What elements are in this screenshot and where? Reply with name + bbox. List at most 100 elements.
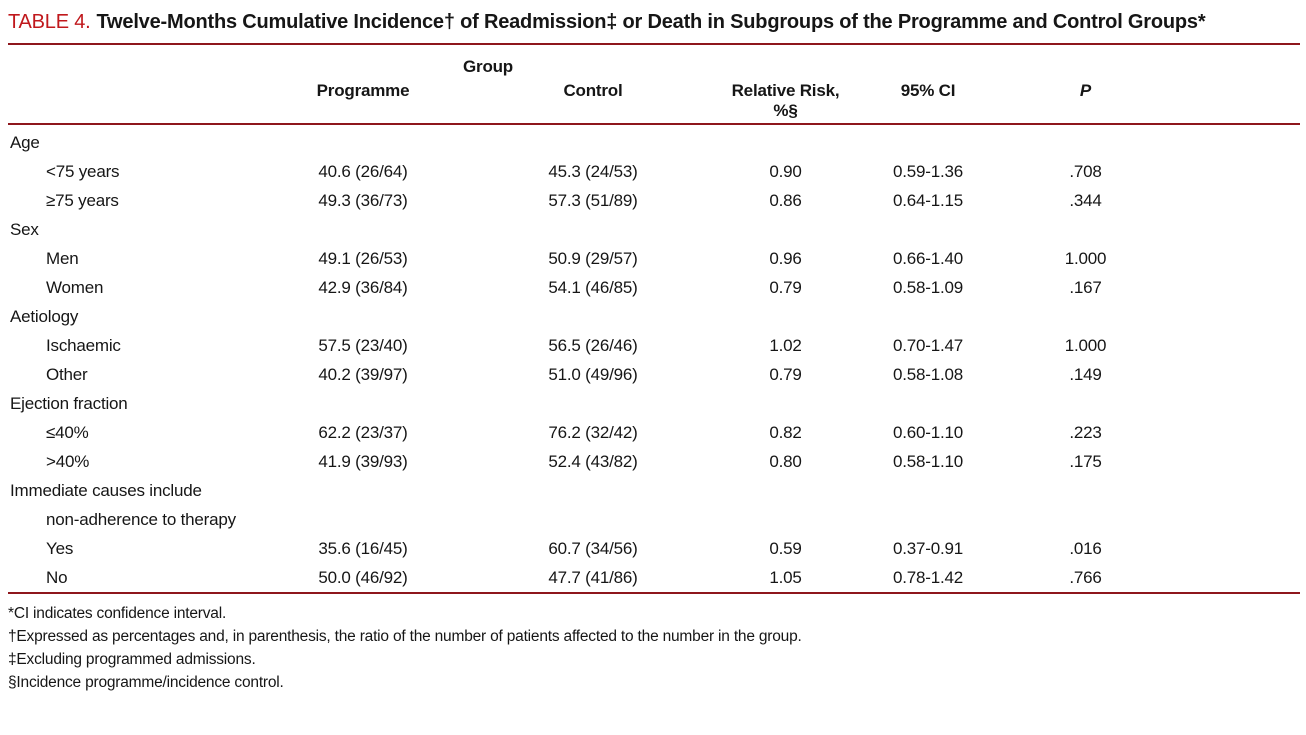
header-row-columns: Programme Control Relative Risk, %§ 95% … <box>8 77 1300 124</box>
cell-ci <box>853 215 1003 244</box>
row-spacer <box>1168 389 1300 418</box>
row-label: Other <box>46 365 88 384</box>
cell-p-value <box>1003 505 1168 534</box>
header-row-group: Group <box>8 44 1300 77</box>
header-spacer <box>8 77 258 124</box>
row-spacer <box>1168 563 1300 593</box>
row-label: ≥75 years <box>46 191 119 210</box>
cell-control <box>468 505 718 534</box>
cell-relative-risk <box>718 215 853 244</box>
cell-control: 52.4 (43/82) <box>548 452 638 471</box>
cell-control <box>468 302 718 331</box>
cell-ci <box>853 302 1003 331</box>
cell-ci: 0.78-1.42 <box>892 568 964 587</box>
row-spacer <box>1168 157 1300 186</box>
cell-control: 50.9 (29/57) <box>548 249 638 268</box>
cell-p-value <box>1003 389 1168 418</box>
table-row: >40% 41.9 (39/93) 52.4 (43/82) 0.80 0.58-1.1… <box>8 447 1300 476</box>
table-row: Aetiology <box>8 302 1300 331</box>
row-spacer <box>1168 215 1300 244</box>
cell-relative-risk <box>718 302 853 331</box>
header-spacer <box>718 44 853 77</box>
cell-programme <box>258 505 468 534</box>
cell-ci: 0.58-1.10 <box>892 452 964 471</box>
table-row: Yes 35.6 (16/45) 60.7 (34/56) 0.59 0.37-0.91… <box>8 534 1300 563</box>
row-label: Ischaemic <box>46 336 121 355</box>
row-spacer <box>1168 124 1300 157</box>
cell-ci <box>853 389 1003 418</box>
footnote: *CI indicates confidence interval. <box>8 605 227 622</box>
row-spacer <box>1168 331 1300 360</box>
cell-programme <box>258 124 468 157</box>
cell-control <box>468 389 718 418</box>
table-row: Ejection fraction <box>8 389 1300 418</box>
cell-p-value <box>1003 476 1168 505</box>
header-spacer <box>1168 77 1300 124</box>
table-row: Ischaemic 57.5 (23/40) 56.5 (26/46) 1.02 0.7… <box>8 331 1300 360</box>
row-spacer <box>1168 244 1300 273</box>
cell-control <box>468 124 718 157</box>
page-title: TABLE 4. Twelve-Months Cumulative Inciden… <box>8 8 1298 36</box>
cell-relative-risk: 0.82 <box>769 423 802 442</box>
cell-programme <box>258 389 468 418</box>
cell-programme: 49.3 (36/73) <box>318 191 408 210</box>
cell-ci: 0.64-1.15 <box>892 191 964 210</box>
cell-ci: 0.37-0.91 <box>892 539 964 558</box>
cell-relative-risk: 0.86 <box>769 191 802 210</box>
cell-relative-risk <box>718 124 853 157</box>
row-spacer <box>1168 418 1300 447</box>
row-label: Men <box>46 249 79 268</box>
cell-control: 45.3 (24/53) <box>548 162 638 181</box>
cell-control: 54.1 (46/85) <box>548 278 638 297</box>
row-spacer <box>1168 302 1300 331</box>
table-body: Age <75 years 40.6 (26/64) 45.3 (24/53) 0.90… <box>8 124 1300 593</box>
cell-programme <box>258 476 468 505</box>
header-spacer <box>1003 44 1168 77</box>
cell-programme: 35.6 (16/45) <box>318 539 408 558</box>
row-spacer <box>1168 447 1300 476</box>
cell-ci: 0.59-1.36 <box>892 162 964 181</box>
header-spacer <box>8 44 258 77</box>
table-row: Age <box>8 124 1300 157</box>
cell-p-value: .016 <box>1069 539 1102 558</box>
cell-p-value: .167 <box>1069 278 1102 297</box>
cell-ci: 0.70-1.47 <box>892 336 964 355</box>
row-label: Women <box>46 278 104 297</box>
row-label: Sex <box>10 220 39 239</box>
table-row: Sex <box>8 215 1300 244</box>
cell-relative-risk: 1.05 <box>769 568 802 587</box>
cell-relative-risk: 1.02 <box>769 336 802 355</box>
cell-relative-risk <box>718 476 853 505</box>
table-row: Other 40.2 (39/97) 51.0 (49/96) 0.79 0.58-1.… <box>8 360 1300 389</box>
cell-control <box>468 215 718 244</box>
cell-programme <box>258 215 468 244</box>
cell-p-value: 1.000 <box>1064 249 1107 268</box>
row-label: Aetiology <box>10 307 79 326</box>
cell-control <box>468 476 718 505</box>
row-label: Yes <box>46 539 74 558</box>
table-row: ≥75 years 49.3 (36/73) 57.3 (51/89) 0.86 0.6… <box>8 186 1300 215</box>
column-header-group: Group <box>463 57 513 76</box>
table-row: non-adherence to therapy <box>8 505 1300 534</box>
row-label: Age <box>10 133 40 152</box>
cell-ci: 0.60-1.10 <box>892 423 964 442</box>
table-row: Men 49.1 (26/53) 50.9 (29/57) 0.96 0.66-1.40… <box>8 244 1300 273</box>
cell-programme <box>258 302 468 331</box>
header-spacer <box>853 44 1003 77</box>
row-label: non-adherence to therapy <box>46 510 236 529</box>
table-row: <75 years 40.6 (26/64) 45.3 (24/53) 0.90 0.5… <box>8 157 1300 186</box>
cell-control: 47.7 (41/86) <box>548 568 638 587</box>
footnote: ‡Excluding programmed admissions. <box>8 651 256 668</box>
cell-p-value: .175 <box>1069 452 1102 471</box>
column-header-ci: 95% CI <box>900 81 956 100</box>
cell-control: 57.3 (51/89) <box>548 191 638 210</box>
row-label: <75 years <box>46 162 120 181</box>
cell-control: 56.5 (26/46) <box>548 336 638 355</box>
cell-relative-risk: 0.80 <box>769 452 802 471</box>
cell-ci <box>853 476 1003 505</box>
cell-ci <box>853 505 1003 534</box>
table-title-text: Twelve-Months Cumulative Incidence† of R… <box>96 11 1206 33</box>
row-spacer <box>1168 534 1300 563</box>
cell-ci: 0.66-1.40 <box>892 249 964 268</box>
header-spacer <box>1168 44 1300 77</box>
